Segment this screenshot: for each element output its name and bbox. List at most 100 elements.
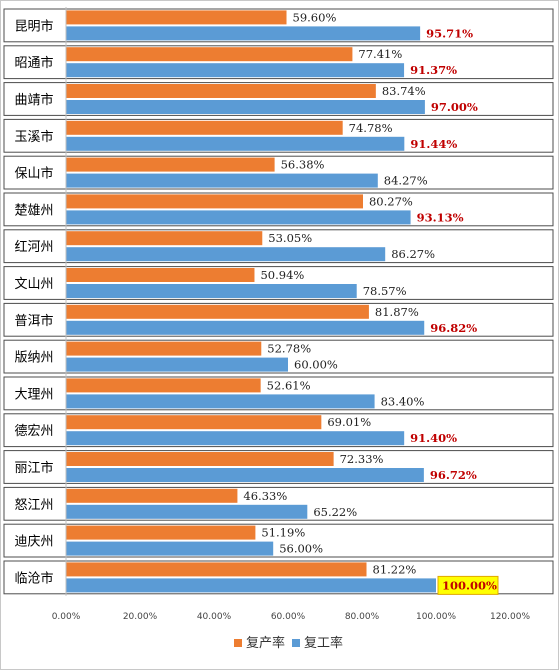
category-label: 红河州 bbox=[14, 239, 53, 255]
data-label-fuchan: 69.01% bbox=[327, 415, 371, 429]
bar-fugong bbox=[66, 26, 421, 41]
category-label: 普洱市 bbox=[14, 313, 53, 329]
data-label-fugong: 100.00% bbox=[442, 578, 497, 592]
bar-fugong bbox=[66, 504, 308, 519]
data-label-fuchan: 80.27% bbox=[369, 194, 413, 208]
bar-fugong bbox=[66, 173, 378, 188]
x-tick-label: 120.00% bbox=[490, 612, 530, 622]
category-label: 昭通市 bbox=[14, 55, 53, 71]
bar-fuchan bbox=[66, 194, 363, 209]
data-label-fuchan: 51.19% bbox=[261, 526, 305, 540]
bar-fugong bbox=[66, 431, 405, 446]
data-label-fuchan: 77.41% bbox=[358, 47, 402, 61]
bar-fuchan bbox=[66, 378, 261, 393]
bar-fugong bbox=[66, 468, 424, 482]
category-label: 德宏州 bbox=[14, 424, 53, 439]
bar-fuchan bbox=[66, 157, 275, 172]
data-label-fugong: 65.22% bbox=[313, 505, 357, 519]
bar-fuchan bbox=[66, 47, 353, 62]
data-label-fuchan: 53.05% bbox=[268, 231, 312, 245]
data-label-fugong: 96.72% bbox=[430, 468, 477, 482]
category-row-frame bbox=[3, 450, 554, 484]
category-row-frame bbox=[3, 560, 554, 595]
x-tick-label: 60.00% bbox=[271, 612, 306, 622]
category-label: 版纳州 bbox=[14, 351, 53, 366]
category-row-frame bbox=[3, 155, 554, 190]
bar-fuchan bbox=[66, 84, 376, 98]
category-label: 玉溪市 bbox=[14, 129, 53, 145]
category-label: 迪庆州 bbox=[14, 535, 53, 550]
bar-fuchan bbox=[66, 415, 322, 430]
data-label-fugong: 91.40% bbox=[410, 431, 457, 445]
x-tick-label: 20.00% bbox=[123, 612, 158, 622]
category-row-frame bbox=[3, 82, 554, 116]
bar-fuchan bbox=[66, 10, 287, 25]
category-row-frame bbox=[3, 118, 554, 153]
data-label-fugong: 93.13% bbox=[417, 210, 464, 224]
category-label: 大理州 bbox=[14, 387, 53, 402]
data-label-fuchan: 52.78% bbox=[267, 342, 311, 356]
category-row-frame bbox=[3, 229, 554, 264]
x-tick-label: 0.00% bbox=[52, 612, 81, 622]
x-tick-label: 80.00% bbox=[345, 612, 380, 622]
data-label-fugong: 78.57% bbox=[363, 284, 407, 298]
data-label-fugong: 86.27% bbox=[391, 247, 435, 261]
bar-fugong bbox=[66, 247, 386, 262]
legend-swatch bbox=[292, 639, 300, 647]
category-row-frame bbox=[3, 413, 554, 448]
bar-fugong bbox=[66, 136, 405, 151]
data-label-fugong: 96.82% bbox=[430, 321, 477, 335]
bar-fuchan bbox=[66, 120, 343, 135]
category-label: 楚雄州 bbox=[14, 203, 53, 218]
category-row-frame bbox=[3, 523, 554, 558]
x-tick-label: 40.00% bbox=[197, 612, 232, 622]
data-label-fugong: 84.27% bbox=[384, 174, 428, 188]
category-row-frame bbox=[3, 45, 554, 80]
bar-fuchan bbox=[66, 304, 369, 319]
data-label-fuchan: 72.33% bbox=[340, 452, 384, 466]
bar-fugong bbox=[66, 284, 357, 298]
bar-fugong bbox=[66, 394, 375, 409]
legend-label: 复产率 bbox=[246, 635, 285, 651]
bar-fugong bbox=[66, 210, 411, 225]
category-label: 丽江市 bbox=[14, 460, 53, 476]
data-label-fugong: 83.40% bbox=[381, 394, 425, 408]
bar-fuchan bbox=[66, 268, 255, 282]
data-label-fuchan: 74.78% bbox=[349, 121, 393, 135]
legend-swatch bbox=[234, 639, 242, 647]
bar-fugong bbox=[66, 320, 425, 335]
highlight-box bbox=[437, 575, 499, 595]
data-label-fuchan: 50.94% bbox=[260, 268, 304, 282]
category-row-frame bbox=[3, 486, 554, 521]
data-label-fugong: 56.00% bbox=[279, 542, 323, 556]
category-row-frame bbox=[3, 339, 554, 374]
category-label: 文山州 bbox=[14, 277, 53, 292]
data-label-fugong: 91.44% bbox=[410, 137, 457, 151]
legend-label: 复工率 bbox=[304, 635, 343, 651]
data-label-fuchan: 81.22% bbox=[373, 562, 417, 576]
category-row-frame bbox=[3, 266, 554, 300]
bar-fugong bbox=[66, 541, 274, 556]
category-row-frame bbox=[3, 302, 554, 337]
bar-fuchan bbox=[66, 525, 256, 540]
bar-fuchan bbox=[66, 562, 367, 577]
bar-fuchan bbox=[66, 231, 263, 246]
category-row-frame bbox=[3, 192, 554, 227]
category-label: 怒江州 bbox=[14, 498, 53, 513]
bar-fuchan bbox=[66, 488, 238, 503]
category-row-frame bbox=[3, 376, 554, 411]
data-label-fuchan: 52.61% bbox=[267, 378, 311, 392]
data-label-fugong: 97.00% bbox=[431, 100, 478, 114]
bar-fuchan bbox=[66, 341, 262, 356]
data-label-fugong: 91.37% bbox=[410, 63, 457, 77]
bar-fugong bbox=[66, 100, 425, 114]
data-label-fugong: 60.00% bbox=[294, 358, 338, 372]
bar-fugong bbox=[66, 578, 436, 593]
data-label-fuchan: 59.60% bbox=[293, 10, 337, 24]
data-label-fuchan: 83.74% bbox=[382, 84, 426, 98]
data-label-fugong: 95.71% bbox=[426, 26, 473, 40]
data-label-fuchan: 46.33% bbox=[243, 489, 287, 503]
category-label: 昆明市 bbox=[14, 18, 53, 34]
